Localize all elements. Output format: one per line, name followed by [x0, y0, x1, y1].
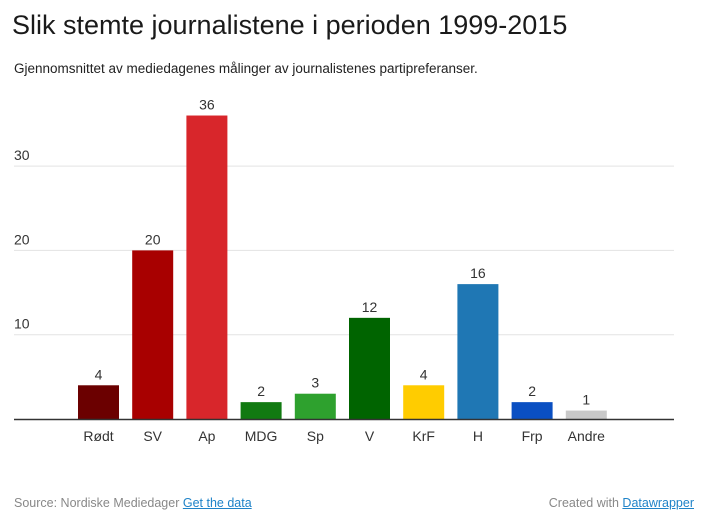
bar-SV	[132, 250, 174, 419]
data-label: 16	[470, 265, 486, 281]
x-tick-label: KrF	[412, 428, 435, 444]
get-data-link[interactable]: Get the data	[182, 496, 252, 510]
bar-Andre	[565, 410, 607, 419]
data-label: 12	[362, 299, 378, 315]
data-label: 4	[420, 366, 428, 382]
created-with-text: Created with	[548, 496, 619, 510]
data-label: 1	[582, 392, 590, 408]
created-with: Created with Datawrapper	[549, 496, 694, 510]
bar-chart: 10 20 30 4 20 36 2 3 12 4 16 2 1 Rødt SV Ap MDG Sp V KrF H…	[14, 97, 674, 444]
bar-Rødt	[78, 385, 119, 419]
x-tick-label: Rødt	[83, 428, 113, 444]
x-axis: Rødt SV Ap MDG Sp V KrF H Frp Andre	[14, 418, 674, 444]
value-labels: 4 20 36 2 3 12 4 16 2 1	[95, 97, 591, 408]
x-tick-label: Andre	[568, 428, 606, 444]
x-tick-label: MDG	[245, 428, 278, 444]
data-label: 4	[95, 366, 103, 382]
bar-Ap	[186, 115, 228, 420]
source-credit: Source: Nordiske Mediedager Get the data	[14, 496, 252, 510]
bar-Sp	[294, 393, 336, 419]
x-tick-label: H	[473, 428, 483, 444]
chart-subtitle: Gjennomsnittet av mediedagenes målinger …	[14, 61, 478, 76]
data-label: 36	[199, 97, 215, 113]
bar-Frp	[511, 402, 553, 419]
y-axis: 10 20 30	[14, 147, 30, 332]
data-label: 20	[145, 231, 161, 247]
bar-MDG	[240, 402, 282, 419]
x-tick-label: V	[365, 428, 375, 444]
y-tick-label: 10	[14, 316, 30, 332]
bars	[78, 115, 607, 420]
bar-KrF	[403, 385, 445, 419]
x-tick-label: Ap	[198, 428, 215, 444]
source-text: Source: Nordiske Mediedager	[14, 496, 180, 510]
data-label: 3	[311, 375, 319, 391]
y-tick-label: 30	[14, 147, 30, 163]
datawrapper-link[interactable]: Datawrapper	[622, 496, 694, 510]
x-tick-label: Frp	[522, 428, 543, 444]
bar-V	[349, 317, 390, 419]
x-tick-label: Sp	[307, 428, 324, 444]
data-label: 2	[257, 383, 265, 399]
bar-H	[457, 284, 499, 419]
gridlines	[14, 165, 674, 336]
chart-title: Slik stemte journalistene i perioden 199…	[12, 10, 568, 40]
data-label: 2	[528, 383, 536, 399]
y-tick-label: 20	[14, 231, 30, 247]
x-tick-label: SV	[143, 428, 162, 444]
